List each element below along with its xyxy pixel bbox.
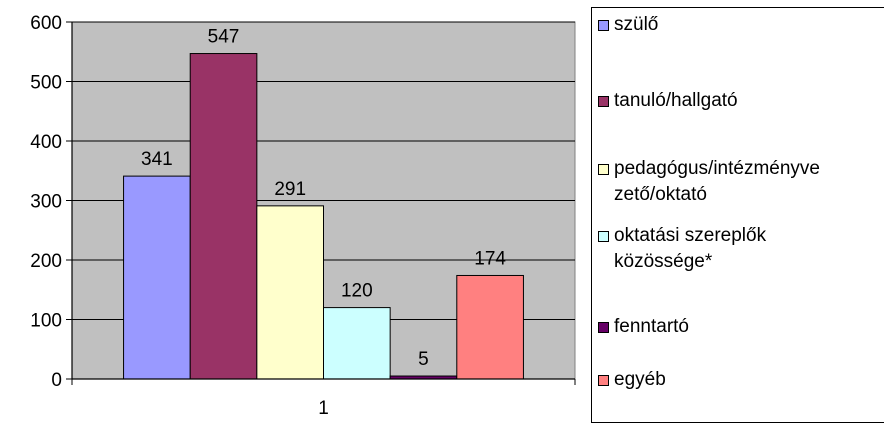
bar-2 [189,53,258,380]
bar-3 [256,205,325,380]
legend-item: tanuló/hallgató [598,88,884,114]
data-label: 547 [208,27,240,48]
legend-label: pedagógus/intézményve zető/oktató [614,158,820,205]
data-label: 291 [274,179,306,200]
legend-label: szülő [614,14,659,35]
y-tick-label: 300 [30,192,62,213]
data-label: 120 [341,281,373,302]
y-tick-label: 0 [51,370,62,391]
legend-swatch [598,164,609,175]
legend-label: oktatási szereplők közössége* [614,225,767,272]
legend-item: pedagógus/intézményve zető/oktató [598,156,884,208]
legend-swatch [598,231,609,242]
y-tick-label: 500 [30,73,62,94]
legend-swatch [598,96,609,107]
y-tick-label: 600 [30,13,62,34]
data-label: 174 [474,248,506,269]
legend-label: egyéb [614,369,666,390]
axes: 0 100 200 300 400 500 600 1 [30,13,576,419]
legend-item: egyéb [598,367,884,393]
bar-4 [323,307,391,380]
data-labels: 341 547 291 120 5 174 [141,27,506,370]
legend-label: tanuló/hallgató [614,90,738,111]
x-category-label: 1 [318,398,329,419]
legend-swatch [598,375,609,386]
bar-1 [123,175,191,380]
bar-6 [456,274,524,380]
y-tick-label: 100 [30,311,62,332]
legend-item: szülő [598,12,884,38]
legend: szülő tanuló/hallgató pedagógus/intézményv… [591,7,884,423]
legend-swatch [598,20,609,31]
y-tick-label: 400 [30,132,62,153]
legend-item: fenntartó [598,314,884,340]
y-tick-label: 200 [30,251,62,272]
bars [123,53,524,380]
legend-swatch [598,322,609,333]
legend-label: fenntartó [614,316,689,337]
data-label: 5 [418,349,429,370]
legend-item: oktatási szereplők közössége* [598,223,884,275]
data-label: 341 [141,149,173,170]
